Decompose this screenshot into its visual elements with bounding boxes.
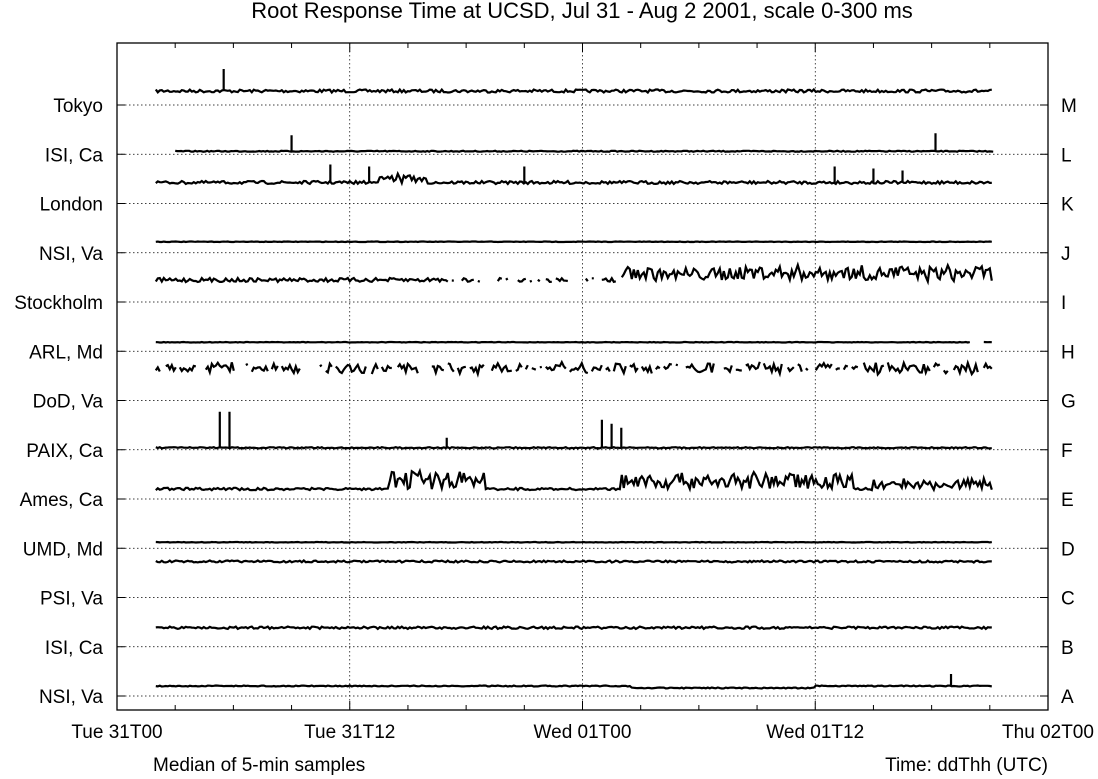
series-trace-e (155, 467, 993, 493)
row-label-left: Stockholm (14, 293, 103, 314)
series-trace-i (154, 261, 993, 286)
row-label-right: B (1061, 638, 1074, 659)
row-label-left: ISI, Ca (45, 638, 104, 659)
row-label-right: G (1061, 392, 1076, 413)
row-label-left: UMD, Md (23, 539, 103, 560)
left-row-labels: Tokyo ISI, Ca London NSI, Va Stockholm ARL, M… (14, 96, 103, 708)
row-label-right: F (1061, 441, 1073, 462)
x-axis-label: Time: ddThh (UTC) (885, 755, 1048, 776)
row-label-right: L (1061, 145, 1072, 166)
series-trace-l (175, 149, 994, 153)
x-tick-label: Wed 01T12 (766, 722, 864, 743)
series-trace-a (155, 684, 993, 690)
row-label-right: C (1061, 589, 1075, 610)
series-trace-k (155, 170, 992, 187)
series-trace-g (154, 359, 993, 378)
right-row-labels: M L K J I H G F E D C B A (1061, 96, 1077, 708)
row-label-right: A (1061, 687, 1074, 708)
series-trace-c (155, 559, 992, 564)
series-trace-j (155, 240, 992, 244)
series-trace-m (154, 87, 992, 95)
row-label-left: PAIX, Ca (26, 441, 103, 462)
chart-title: Root Response Time at UCSD, Jul 31 - Aug… (251, 0, 913, 23)
subtitle-left: Median of 5-min samples (153, 755, 365, 776)
row-label-left: Ames, Ca (20, 490, 104, 511)
series-trace-b (155, 625, 992, 631)
x-tick-label: Wed 01T00 (534, 722, 632, 743)
row-label-right: M (1061, 96, 1077, 117)
row-label-left: London (40, 195, 103, 216)
series-trace-d (155, 540, 993, 544)
x-tick-label: Tue 31T12 (304, 722, 395, 743)
x-tick-label: Thu 02T00 (1002, 722, 1094, 743)
series-trace-h (155, 340, 992, 344)
series-trace-f (155, 445, 992, 450)
row-label-left: Tokyo (53, 96, 103, 117)
row-label-left: ARL, Md (29, 342, 103, 363)
row-label-left: NSI, Va (39, 687, 103, 708)
row-label-right: I (1061, 293, 1066, 314)
row-label-right: J (1061, 244, 1071, 265)
row-label-left: DoD, Va (33, 392, 104, 413)
row-label-right: D (1061, 539, 1075, 560)
row-label-left: ISI, Ca (45, 145, 104, 166)
grid-lines (117, 43, 1048, 710)
row-label-right: K (1061, 195, 1074, 216)
tick-marks (116, 43, 1049, 710)
x-tick-labels: Tue 31T00 Tue 31T12 Wed 01T00 Wed 01T12 Thu … (71, 722, 1094, 743)
row-label-right: E (1061, 490, 1074, 511)
row-label-right: H (1061, 342, 1075, 363)
row-label-left: NSI, Va (39, 244, 103, 265)
series-group (154, 69, 994, 690)
x-tick-label: Tue 31T00 (71, 722, 162, 743)
row-label-left: PSI, Va (40, 589, 103, 610)
